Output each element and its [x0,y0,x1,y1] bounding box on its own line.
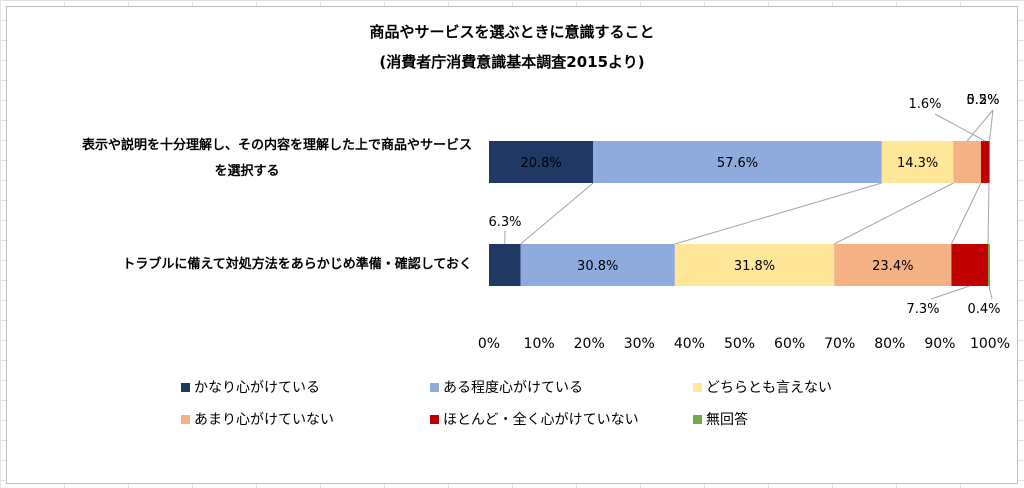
x-tick-label: 70% [824,336,855,352]
bar-segment [520,244,675,286]
legend-swatch [430,383,439,392]
data-label: 30.8% [577,259,618,274]
data-label: 6.3% [488,215,521,230]
category-label: トラブルに備えて対処方法をあらかじめ準備・確認しておく [122,256,472,272]
legend-label: かなり心がけている [194,380,320,396]
x-tick-label: 10% [524,336,555,352]
legend-label: どちらとも言えない [706,380,832,396]
leader-line [930,285,970,300]
data-label: 0.2% [966,93,999,108]
series-line [950,182,982,245]
data-label: 20.8% [520,156,561,171]
x-tick-label: 100% [970,336,1010,352]
category-label: を選択する [214,163,279,179]
data-label: 14.3% [897,156,938,171]
data-label: 5.5% [966,93,999,108]
leader-line [989,109,994,142]
legend-swatch [693,415,702,424]
x-tick-label: 20% [574,336,605,352]
bar-segment [988,141,990,183]
bar-segment [881,141,954,183]
x-tick-label: 0% [478,336,500,352]
legend-swatch [181,415,190,424]
leader-line [934,113,986,142]
legend-swatch [693,383,702,392]
x-tick-label: 50% [724,336,755,352]
leader-line [988,285,993,300]
x-tick-label: 80% [874,336,905,352]
data-label: 1.6% [908,97,941,112]
series-line [520,182,594,245]
bar-segment [489,141,594,183]
data-label: 57.6% [717,156,758,171]
series-line [674,182,882,245]
x-tick-label: 60% [774,336,805,352]
data-label: 0.4% [967,302,1000,317]
bar-segment [593,141,882,183]
bar-segment [674,244,835,286]
legend-swatch [430,415,439,424]
legend-swatch [181,383,190,392]
bar-segment [953,141,981,183]
bar-segment [834,244,952,286]
x-tick-label: 40% [674,336,705,352]
chart-title: 商品やサービスを選ぶときに意識すること [369,23,654,41]
series-line [833,182,954,245]
bar-segment [951,244,988,286]
data-label: 31.8% [734,259,775,274]
bar-segment [489,244,521,286]
leader-line [966,109,994,142]
legend-label: ある程度心がけている [443,380,583,396]
chart-subtitle: (消費者庁消費意識基本調査2015より) [379,53,644,71]
bar-segment [987,244,990,286]
x-tick-label: 90% [924,336,955,352]
legend-label: ほとんど・全く心がけていない [443,411,639,428]
data-label: 7.3% [906,302,939,317]
bar-segment [980,141,989,183]
category-label: 表示や説明を十分理解し、その内容を理解した上で商品やサービス [81,137,472,153]
x-tick-label: 30% [624,336,655,352]
data-label: 23.4% [872,259,913,274]
series-line [987,182,990,245]
legend-label: 無回答 [706,411,748,428]
legend-label: あまり心がけていない [194,412,334,428]
